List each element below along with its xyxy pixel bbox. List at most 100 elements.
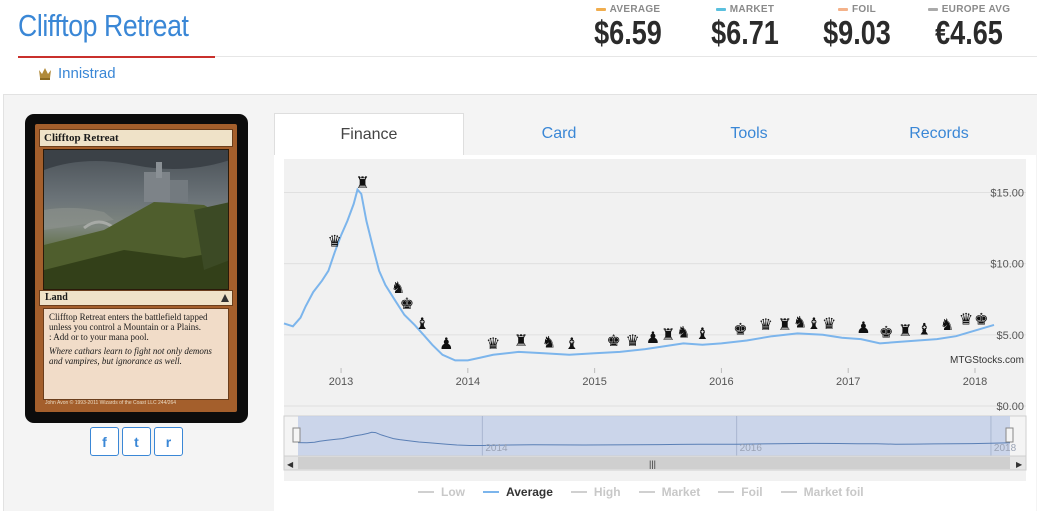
twitter-share-button[interactable]: t — [122, 427, 151, 456]
scroll-left-icon[interactable]: ◀ — [287, 460, 294, 469]
set-release-marker-icon[interactable]: ♛ — [822, 316, 836, 333]
set-release-marker-icon[interactable]: ♜ — [514, 333, 528, 350]
x-tick-label: 2018 — [963, 376, 987, 388]
price-label: AVERAGE — [609, 4, 661, 15]
set-release-marker-icon[interactable]: ♚ — [606, 333, 620, 350]
legend-item-foil[interactable]: Foil — [718, 485, 763, 499]
navigator-left-handle[interactable] — [292, 427, 301, 443]
navigator-right-handle[interactable] — [1005, 427, 1014, 443]
legend-line-icon — [483, 491, 499, 493]
set-release-marker-icon[interactable]: ♛ — [959, 312, 973, 329]
europe-dash-icon — [927, 8, 938, 11]
price-market: MARKET $6.71 — [689, 4, 801, 51]
price-value: $6.71 — [711, 14, 779, 51]
tab-tools[interactable]: Tools — [730, 125, 768, 142]
set-release-marker-icon[interactable]: ♟ — [439, 336, 453, 353]
card-type-line: Land — [39, 290, 233, 306]
price-label: MARKET — [729, 4, 775, 15]
price-chart[interactable]: $15.00$10.00$5.00$0.00 2013 2014 2015 2016 2… — [274, 155, 1036, 511]
set-release-marker-icon[interactable]: ♛ — [328, 233, 342, 250]
reddit-share-button[interactable]: r — [154, 427, 183, 456]
legend-line-icon — [570, 491, 587, 493]
navigator-tick-label: 2014 — [485, 443, 508, 454]
set-release-marker-icon[interactable]: ♜ — [661, 327, 675, 344]
price-foil: FOIL $9.03 — [801, 4, 913, 51]
average-dash-icon — [595, 8, 606, 11]
x-tick-label: 2013 — [329, 376, 353, 388]
set-release-marker-icon[interactable]: ♚ — [879, 324, 893, 341]
legend-item-average[interactable]: Average — [483, 485, 553, 499]
foil-dash-icon — [838, 8, 848, 11]
legend-item-market-foil[interactable]: Market foil — [780, 485, 864, 499]
card-title: Clifftop Retreat — [18, 8, 189, 43]
set-release-marker-icon[interactable]: ♝ — [565, 336, 579, 353]
x-tick-label: 2015 — [582, 376, 606, 388]
set-release-marker-icon[interactable]: ♛ — [625, 333, 639, 350]
price-value: $9.03 — [823, 14, 891, 51]
y-tick-label: $5.00 — [996, 330, 1024, 342]
crown-set-icon — [39, 68, 51, 80]
x-tick-label: 2016 — [709, 376, 733, 388]
set-link[interactable]: Innistrad — [38, 65, 116, 82]
legend-line-icon — [638, 491, 655, 493]
set-release-marker-icon[interactable]: ♜ — [778, 317, 792, 334]
set-release-markers: ♛♜♞♚♝♟ ♛ ♜ ♞ ♝ ♚ ♛ ♟ ♜ ♞ ♝ ♚ ♛ ♜ ♞ ♝ ♛ ♟ ♚ ♜ ♝ ♞ ♛ ♚ — [328, 175, 989, 353]
set-release-marker-icon[interactable]: ♚ — [974, 312, 988, 329]
navigator-series-line — [297, 431, 1011, 446]
set-release-marker-icon[interactable]: ♛ — [759, 317, 773, 334]
price-chart-panel: $15.00 $10.00 $5.00 $0.00 2013 2014 2015 2016 2… — [274, 155, 1036, 511]
card-copyright: © 1993-2011 Wizards of the Coast LLC 244… — [69, 400, 177, 406]
set-release-marker-icon[interactable]: ♚ — [733, 322, 747, 339]
legend-line-icon — [718, 491, 735, 493]
set-release-marker-icon[interactable]: ♜ — [355, 175, 369, 192]
navigator-labels: 2014 2016 2018 — [485, 443, 1016, 454]
chart-x-axis: 2013 2014 2015 2016 2017 2018 — [329, 368, 987, 388]
set-release-marker-icon[interactable]: ♞ — [940, 317, 954, 334]
chart-legend: Low Average High Market Foil Market foil — [418, 485, 864, 499]
card-artist-credit: John Avon © 1993-2011 Wizards of the Coa… — [45, 400, 176, 406]
legend-line-icon — [780, 491, 797, 493]
set-release-marker-icon[interactable]: ♞ — [391, 280, 405, 297]
legend-label: Foil — [741, 485, 763, 499]
market-dash-icon — [715, 8, 726, 11]
legend-label: Low — [441, 485, 465, 499]
chart-y-axis: $15.00 $10.00 $5.00 $0.00 — [990, 187, 1024, 413]
tab-card[interactable]: Card — [541, 125, 577, 142]
y-tick-label: $10.00 — [990, 259, 1024, 271]
legend-label: Market foil — [803, 485, 864, 499]
x-tick-label: 2014 — [456, 376, 480, 388]
set-release-marker-icon[interactable]: ♜ — [898, 323, 912, 340]
card-text-box: Clifftop Retreat enters the battlefield … — [43, 308, 229, 400]
legend-item-low[interactable]: Low — [418, 485, 465, 499]
set-release-marker-icon[interactable]: ♟ — [856, 320, 870, 337]
set-release-marker-icon[interactable]: ♞ — [676, 324, 690, 341]
navigator-gridlines — [481, 416, 992, 456]
navigator-selection[interactable] — [298, 416, 1010, 456]
tab-finance[interactable]: Finance — [274, 113, 464, 155]
scroll-right-icon[interactable]: ▶ — [1016, 460, 1023, 469]
scrollbar-thumb[interactable] — [298, 457, 1010, 469]
legend-label: Market — [661, 485, 701, 499]
set-release-marker-icon[interactable]: ♟ — [646, 330, 660, 347]
set-release-marker-icon[interactable]: ♝ — [415, 316, 429, 333]
set-release-marker-icon[interactable]: ♞ — [542, 334, 556, 351]
tab-bar: Finance Card Tools Records — [274, 113, 1036, 155]
price-summary: AVERAGE $6.59 MARKET $6.71 FOIL $9.03 EU… — [567, 4, 1025, 51]
set-release-marker-icon[interactable]: ♛ — [486, 336, 500, 353]
page-header: Clifftop Retreat Innistrad AVERAGE $6.59… — [0, 0, 1037, 92]
chart-series — [283, 187, 995, 362]
chart-navigator[interactable]: 2014 2016 2018 ◀ ▶ ||| — [283, 415, 1027, 471]
facebook-share-button[interactable]: f — [90, 427, 119, 456]
card-rules-text: Clifftop Retreat enters the battlefield … — [49, 312, 208, 332]
set-release-marker-icon[interactable]: ♚ — [400, 296, 414, 313]
set-release-marker-icon[interactable]: ♝ — [695, 326, 709, 343]
tab-records[interactable]: Records — [909, 125, 969, 142]
share-buttons: f t r — [90, 427, 183, 456]
card-image[interactable]: Clifftop Retreat Land Clifftop Retreat e… — [35, 124, 237, 412]
set-release-marker-icon[interactable]: ♝ — [807, 316, 821, 333]
legend-item-market[interactable]: Market — [638, 485, 701, 499]
set-release-marker-icon[interactable]: ♞ — [793, 314, 807, 331]
price-value: $6.59 — [594, 14, 662, 51]
set-release-marker-icon[interactable]: ♝ — [917, 322, 931, 339]
legend-item-high[interactable]: High — [570, 485, 621, 499]
